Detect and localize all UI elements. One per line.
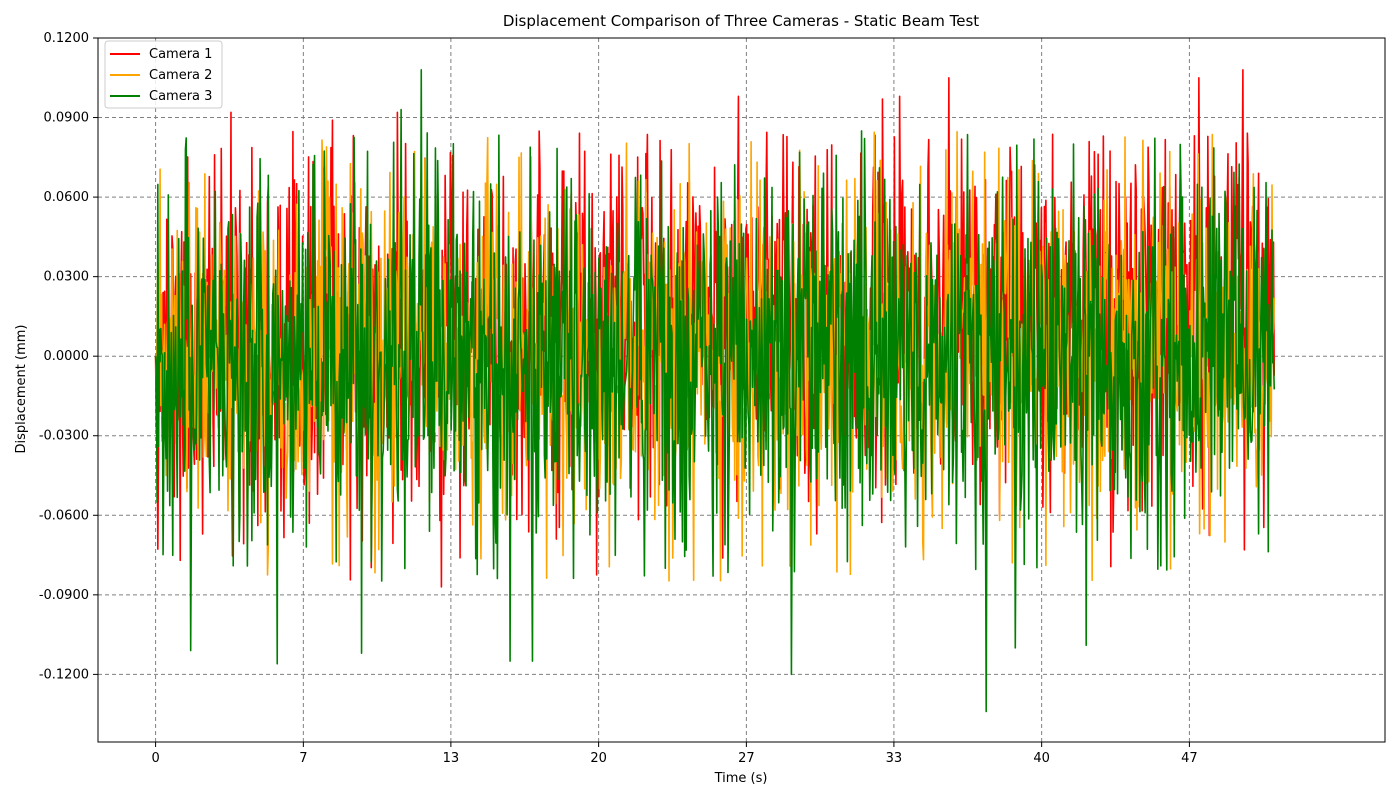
y-tick-label: 0.0600 bbox=[44, 190, 90, 205]
chart-title: Displacement Comparison of Three Cameras… bbox=[503, 12, 979, 30]
y-tick-label: -0.0600 bbox=[39, 508, 89, 523]
x-tick-label: 20 bbox=[590, 751, 607, 766]
legend-label-camera-2: Camera 2 bbox=[149, 68, 212, 83]
y-tick-label: 0.0000 bbox=[44, 349, 90, 364]
x-tick-label: 47 bbox=[1181, 751, 1198, 766]
legend-box bbox=[104, 40, 223, 109]
x-tick-label: 33 bbox=[886, 751, 903, 766]
legend-label-camera-3: Camera 3 bbox=[149, 89, 212, 104]
x-tick-label: 13 bbox=[443, 751, 460, 766]
legend-label-camera-1: Camera 1 bbox=[149, 47, 212, 62]
y-tick-label: 0.1200 bbox=[44, 31, 90, 46]
x-tick-label: 40 bbox=[1033, 751, 1050, 766]
tick-layer: 0 7 13 20 27 33 40 47 -0.1200 -0.0900 -0.0600 -0.03… bbox=[39, 31, 1198, 766]
y-tick-label: -0.0300 bbox=[39, 429, 89, 444]
y-tick-label: -0.0900 bbox=[39, 588, 89, 603]
y-axis-title: Displacement (mm) bbox=[14, 325, 29, 454]
x-tick-label: 0 bbox=[151, 751, 159, 766]
series-line-camera-3 bbox=[154, 69, 1276, 713]
x-tick-label: 27 bbox=[738, 751, 755, 766]
x-axis-title: Time (s) bbox=[714, 771, 768, 786]
y-tick-label: 0.0300 bbox=[44, 270, 90, 285]
plot-frame bbox=[97, 37, 1386, 743]
y-tick-label: 0.0900 bbox=[44, 111, 90, 126]
y-tick-label: -0.1200 bbox=[39, 667, 89, 682]
legend: Camera 1 Camera 2 Camera 3 bbox=[104, 40, 223, 109]
x-tick-label: 7 bbox=[299, 751, 307, 766]
series-layer bbox=[154, 69, 1276, 713]
